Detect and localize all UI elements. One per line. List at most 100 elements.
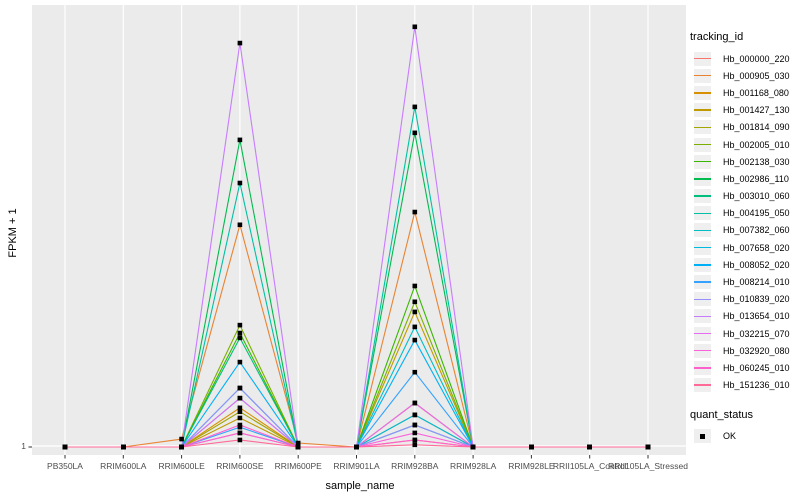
legend-line-key-icon <box>694 137 711 152</box>
data-point-square <box>412 442 418 448</box>
legend-entry: Hb_007658_020 <box>690 239 798 256</box>
data-point-square <box>529 444 534 450</box>
data-point-square <box>412 412 418 418</box>
data-point-square <box>237 430 243 436</box>
legend-entry-label: Hb_001427_130 <box>723 105 790 116</box>
legend-entry-label: Hb_002005_010 <box>723 139 790 150</box>
x-tick-label: RRIM600LE <box>158 461 205 471</box>
legend-entry-label: Hb_003010_060 <box>723 191 790 202</box>
legend-entry: Hb_010839_020 <box>690 291 798 308</box>
x-tick-label: RRIM600SE <box>216 461 264 471</box>
data-point-square <box>179 444 184 450</box>
plot-panel <box>32 5 686 455</box>
legend-entry-label: Hb_008052_020 <box>723 259 790 270</box>
data-point-square <box>354 444 359 450</box>
legend-panel: tracking_id Hb_000000_220 Hb_000905_030 Hb… <box>690 31 798 445</box>
quant-status-legend-title: quant_status <box>690 408 753 421</box>
data-point-square <box>412 324 418 330</box>
x-tick-label: RRIM901LA <box>333 461 380 471</box>
legend-line-key-icon <box>694 154 711 169</box>
legend-line-key-icon <box>694 360 711 375</box>
legend-line-key-icon <box>694 275 711 290</box>
x-tick-label: RRIM928LA <box>449 461 497 471</box>
legend-line-key-icon <box>694 103 711 118</box>
data-point-square <box>412 299 418 305</box>
tracking-id-legend-title: tracking_id <box>690 31 744 43</box>
legend-line-key-icon <box>694 51 711 66</box>
legend-entry: Hb_000905_030 <box>690 67 798 84</box>
quant-status-entry: OK <box>690 428 798 445</box>
data-point-square <box>237 395 243 401</box>
data-point-square <box>412 400 418 406</box>
legend-line-key-icon <box>694 378 711 393</box>
legend-entry-label: Hb_032920_080 <box>723 345 790 356</box>
data-point-square <box>412 104 418 110</box>
legend-entry-label: Hb_060245_010 <box>723 362 790 373</box>
legend-entry: Hb_002986_110 <box>690 170 798 187</box>
data-point-square <box>237 180 243 186</box>
legend-entry: Hb_151236_010 <box>690 377 798 394</box>
legend-entry: Hb_001427_130 <box>690 102 798 119</box>
legend-entry: Hb_060245_010 <box>690 359 798 376</box>
legend-entry: Hb_001168_080 <box>690 84 798 101</box>
legend-entry: Hb_001814_090 <box>690 119 798 136</box>
legend-line-key-icon <box>694 120 711 135</box>
legend-line-key-icon <box>694 206 711 221</box>
legend-entry: Hb_000000_220 <box>690 50 798 67</box>
data-point-square <box>412 209 418 215</box>
data-point-square <box>237 359 243 365</box>
legend-entry: Hb_008214_010 <box>690 273 798 290</box>
x-tick-label: RRIM928BA <box>391 461 439 471</box>
data-point-square <box>121 444 126 450</box>
legend-entry: Hb_032920_080 <box>690 342 798 359</box>
legend-line-key-icon <box>694 85 711 100</box>
data-point-square <box>412 130 418 136</box>
legend-line-key-icon <box>694 257 711 272</box>
data-point-square <box>237 137 243 143</box>
legend-entry-label: Hb_007382_060 <box>723 225 790 236</box>
legend-entry-label: Hb_000905_030 <box>723 70 790 81</box>
x-tick-label: RRII105LA_Stressed <box>608 461 688 471</box>
data-point-square <box>237 385 243 391</box>
legend-entry: Hb_007382_060 <box>690 222 798 239</box>
x-tick-label: RRIM928LE <box>508 461 555 471</box>
legend-line-key-icon <box>694 343 711 358</box>
data-point-square <box>587 444 592 450</box>
legend-entry-label: Hb_032215_070 <box>723 328 790 339</box>
data-point-square <box>412 430 418 436</box>
legend-entry-label: Hb_004195_050 <box>723 208 790 219</box>
legend-line-key-icon <box>694 240 711 255</box>
legend-entry: Hb_002138_030 <box>690 153 798 170</box>
legend-entry: Hb_013654_010 <box>690 308 798 325</box>
data-point-square <box>237 40 243 46</box>
data-point-square <box>412 422 418 428</box>
data-point-square <box>179 436 184 442</box>
legend-line-key-icon <box>694 292 711 307</box>
x-axis-title: sample_name <box>325 480 395 492</box>
legend-entry-label: Hb_151236_010 <box>723 380 790 391</box>
quant-status-label: OK <box>723 431 737 442</box>
data-point-square <box>412 309 418 315</box>
x-tick-label: RRII105LA_Control <box>552 461 627 471</box>
data-point-square <box>237 335 243 341</box>
tracking-id-legend-entries: Hb_000000_220 Hb_000905_030 Hb_001168_080 H… <box>690 50 798 394</box>
x-tick-label: RRIM600LA <box>100 461 147 471</box>
legend-line-key-icon <box>694 189 711 204</box>
data-point-square <box>237 422 243 428</box>
legend-entry-label: Hb_007658_020 <box>723 242 790 253</box>
legend-line-key-icon <box>694 68 711 83</box>
data-point-square <box>412 369 418 375</box>
data-point-square <box>412 283 418 289</box>
legend-entry-label: Hb_008214_010 <box>723 277 790 288</box>
legend-line-key-icon <box>694 309 711 324</box>
x-tick-label: RRIM600PE <box>274 461 322 471</box>
legend-line-key-icon <box>694 223 711 238</box>
data-point-square <box>295 440 301 446</box>
legend-entry: Hb_008052_020 <box>690 256 798 273</box>
legend-entry: Hb_032215_070 <box>690 325 798 342</box>
data-point-square <box>237 415 243 421</box>
data-point-square <box>470 444 476 450</box>
legend-entry-label: Hb_002138_030 <box>723 156 790 167</box>
